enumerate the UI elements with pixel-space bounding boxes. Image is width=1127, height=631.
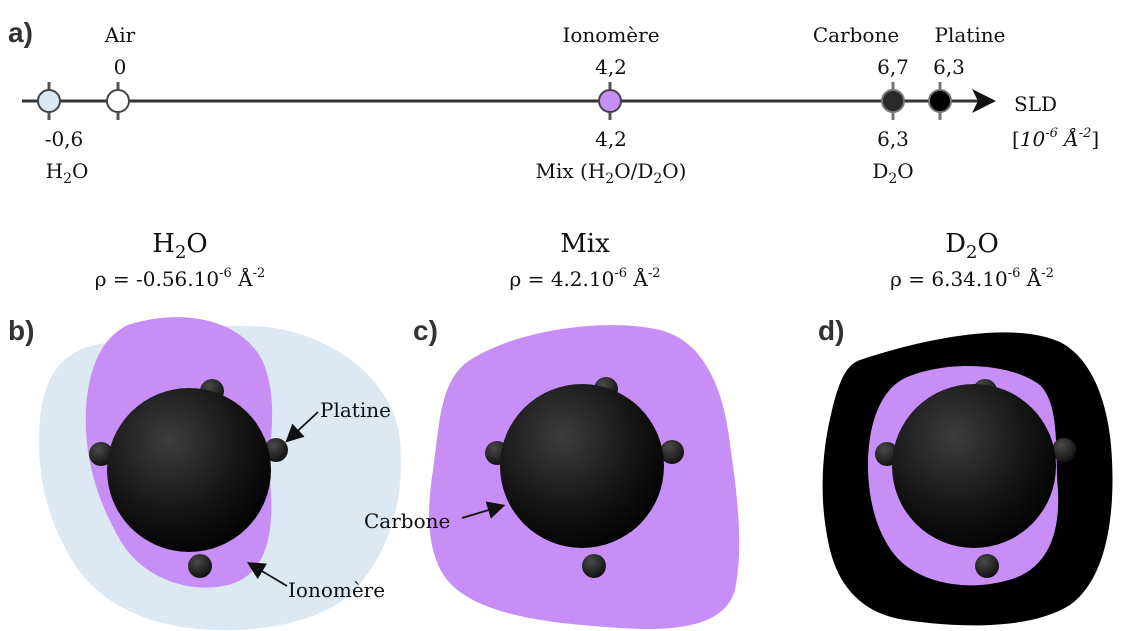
column-rho-mix: ρ = 4.2.10-6 Å-2 xyxy=(509,266,660,291)
panel-label-d: d) xyxy=(818,315,844,346)
water-value: -0,6 xyxy=(45,127,84,151)
axis-point-carbon xyxy=(881,82,905,120)
axis-arrow-icon xyxy=(972,89,996,113)
platinum-marker xyxy=(928,89,952,113)
axis-point-water xyxy=(37,82,61,120)
sld-axis xyxy=(22,89,996,113)
platinum-particle xyxy=(975,554,999,578)
particle-mix xyxy=(429,325,740,630)
callout-carbon: Carbone xyxy=(364,509,450,533)
carbon-core xyxy=(892,384,1056,548)
platinum-particle xyxy=(1052,438,1076,462)
axis-point-platinum xyxy=(928,82,952,120)
callout-platinum: Platine xyxy=(320,398,391,422)
axis-unit: [10-6 Å-2] xyxy=(1012,126,1099,151)
ionomer-marker xyxy=(598,89,622,113)
platinum-particle xyxy=(660,440,684,464)
column-rho-h2o: ρ = -0.56.10-6 Å-2 xyxy=(95,266,266,291)
axis-point-ionomer xyxy=(598,82,622,120)
callout-ionomer: Ionomère xyxy=(288,578,385,602)
mix-value: 4,2 xyxy=(595,127,627,151)
platinum-particle xyxy=(264,438,288,462)
axis-point-air xyxy=(106,82,130,120)
air-value: 0 xyxy=(114,55,127,79)
carbon-name: Carbone xyxy=(813,23,899,47)
column-title-mix: Mix xyxy=(560,229,610,259)
d2o-value: 6,3 xyxy=(877,127,909,151)
axis-label: SLD xyxy=(1014,92,1057,116)
callout-ionomer-arrow xyxy=(246,562,288,587)
platinum-name: Platine xyxy=(935,23,1006,47)
mix-name: Mix (H2O/D2O) xyxy=(536,159,687,187)
carbon-core xyxy=(500,384,664,548)
column-rho-d2o: ρ = 6.34.10-6 Å-2 xyxy=(890,266,1054,291)
panel-label-a: a) xyxy=(8,17,33,48)
ionomer-name: Ionomère xyxy=(562,23,659,47)
carbon-core xyxy=(107,388,271,552)
ionomer-value: 4,2 xyxy=(595,55,627,79)
platinum-particle xyxy=(188,554,212,578)
air-marker xyxy=(106,89,130,113)
column-title-d2o: D2O xyxy=(945,229,999,263)
platinum-particle xyxy=(89,442,113,466)
particle-d2o xyxy=(822,332,1113,626)
callout-platinum-arrow xyxy=(285,411,319,443)
particle-h2o xyxy=(39,317,401,631)
air-name: Air xyxy=(104,23,136,47)
platinum-particle xyxy=(582,554,606,578)
d2o-name: D2O xyxy=(872,159,913,187)
water-name: H2O xyxy=(46,159,89,187)
panel-label-c: c) xyxy=(413,315,438,346)
carbon-marker xyxy=(881,89,905,113)
water-marker xyxy=(37,89,61,113)
column-title-h2o: H2O xyxy=(152,229,207,263)
callout-carbon-arrow xyxy=(461,501,506,519)
panel-label-b: b) xyxy=(8,315,34,346)
carbon-value: 6,7 xyxy=(877,55,909,79)
platinum-value: 6,3 xyxy=(933,55,965,79)
